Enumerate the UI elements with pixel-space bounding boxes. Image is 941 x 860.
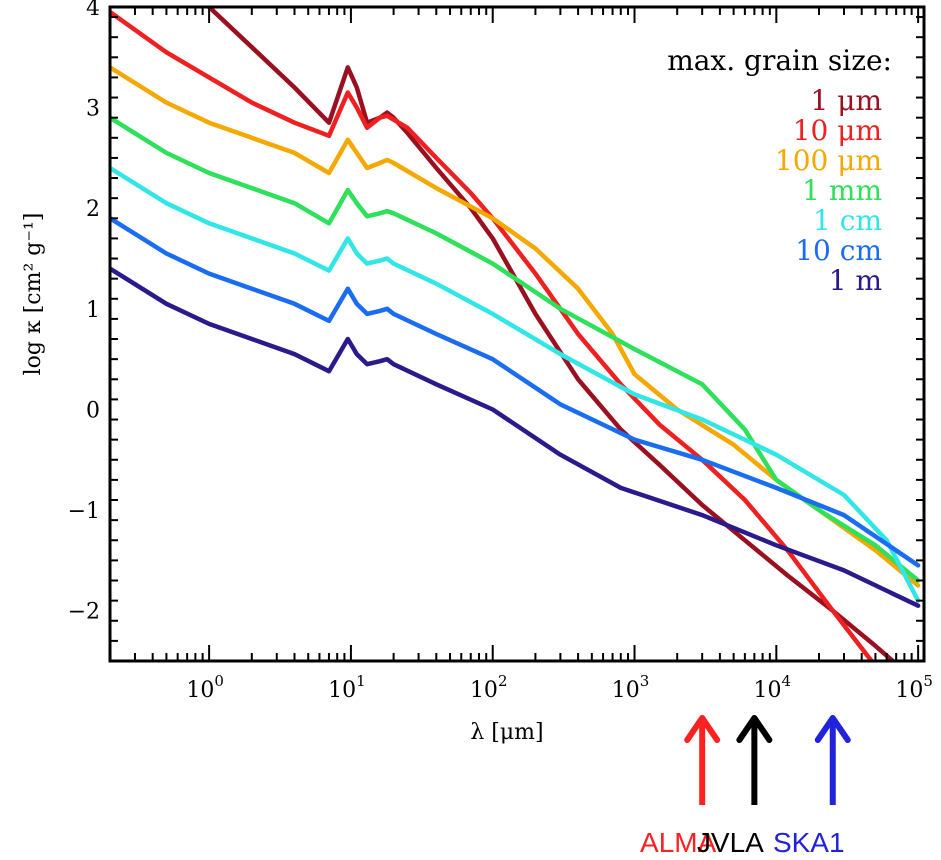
x-axis-title: λ [μm] [470, 720, 543, 745]
y-tick-label: 0 [86, 398, 100, 423]
series-line-0 [204, 7, 897, 661]
x-tick-label: 104 [754, 672, 792, 703]
y-axis-title: log κ [cm² g⁻¹] [21, 213, 46, 376]
legend-title: max. grain size: [667, 44, 892, 77]
arrow-head-2 [814, 715, 851, 743]
arrow-head-1 [736, 715, 773, 743]
arrow-head-0 [684, 715, 721, 743]
x-tick-label: 101 [328, 672, 366, 703]
instrument-label-2: SKA1 [773, 827, 845, 858]
x-tick-label: 103 [612, 672, 650, 703]
legend-entry-5: 10 cm [795, 234, 882, 267]
legend-entry-1: 10 μm [793, 114, 882, 147]
legend-entry-2: 100 μm [775, 144, 882, 177]
legend-entry-6: 1 m [829, 264, 882, 297]
y-tick-label: 4 [86, 0, 100, 21]
y-tick-label: 2 [86, 197, 100, 222]
plot-frame [108, 5, 926, 663]
series-line-6 [110, 266, 921, 608]
x-tick-label: 105 [895, 672, 933, 703]
x-tick-label: 100 [186, 672, 224, 703]
legend-entry-0: 1 μm [811, 84, 882, 117]
series-line-5 [110, 216, 921, 568]
legend-entry-3: 1 mm [802, 174, 882, 207]
instrument-label-1: JVLA [697, 827, 764, 858]
series-line-4 [110, 165, 921, 603]
y-tick-label: 3 [86, 97, 100, 122]
y-tick-label: −2 [68, 600, 100, 625]
y-tick-label: 1 [86, 298, 100, 323]
ticks-layer [109, 7, 924, 662]
series-layer [110, 7, 921, 661]
series-line-3 [110, 115, 921, 583]
legend-entry-4: 1 cm [813, 204, 882, 237]
series-line-2 [110, 65, 921, 588]
y-tick-label: −1 [68, 499, 100, 524]
labels-layer: 100 101 102 103 104 105 4 3 2 1 0 −1 −2 λ [μm] log κ [… [21, 0, 933, 745]
instrument-label-0: ALMA [640, 827, 717, 858]
series-line-1 [110, 9, 875, 661]
x-tick-label: 102 [470, 672, 508, 703]
